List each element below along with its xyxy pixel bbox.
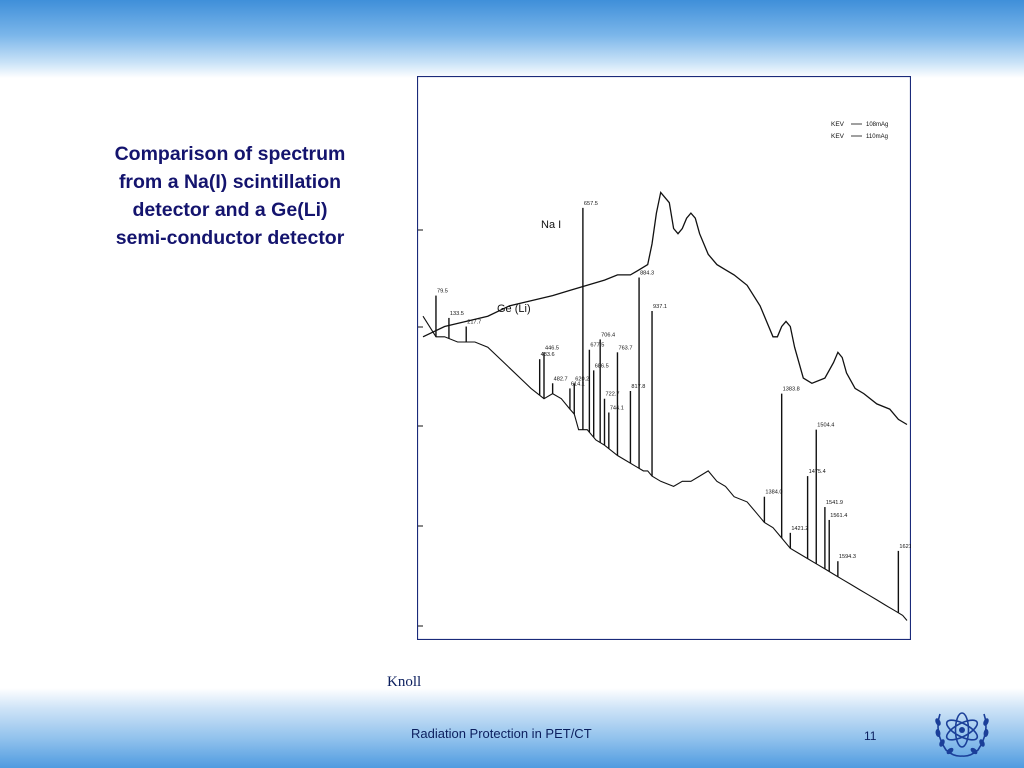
series-line (422, 315, 908, 621)
peak-label: 677.5 (590, 343, 604, 349)
peak-label: 620.2 (575, 376, 589, 382)
peak-label: 937.1 (653, 304, 667, 310)
chart-legend: KEV 108mAg KEV 110mAg (831, 121, 888, 140)
peak-label: 482.7 (554, 376, 568, 382)
peak-label: 1421.2 (791, 526, 808, 532)
figure-credit: Knoll (387, 674, 422, 690)
footer-text: Radiation Protection in PET/CT (411, 726, 592, 741)
peak-label: 722.7 (606, 392, 620, 398)
peak-label: 614.1 (571, 381, 585, 387)
figure-frame (417, 76, 911, 640)
title-line: Comparison of spectrum (114, 143, 346, 165)
peak-label: 1475.4 (809, 469, 826, 475)
series-layer (422, 190, 908, 621)
title-line: from a Na(I) scintillation (118, 171, 342, 193)
legend-target: 110mAg (866, 134, 888, 140)
peak-label: 446.5 (545, 345, 559, 351)
page-number: 11 (864, 729, 877, 743)
peak-label: 817.8 (631, 384, 645, 390)
peak-label: 706.4 (601, 332, 615, 338)
iaea-atom-laurel-icon (935, 712, 989, 757)
legend-target: 108mAg (866, 122, 888, 128)
bottom-footer-band (0, 688, 1024, 768)
peak-label: 1384.0 (765, 490, 782, 496)
peak-label: 217.7 (467, 320, 481, 326)
peak-label: 1621.2 (899, 544, 911, 550)
title-line: detector and a Ge(Li) (132, 199, 328, 221)
series-label-geli: Ge (Li) (497, 303, 531, 315)
peak-label: 79.5 (437, 289, 448, 295)
peak-label: 133.5 (450, 311, 464, 317)
peak-label: 744.1 (610, 405, 624, 411)
series-label-nai: Na I (541, 219, 561, 231)
peak-label: 657.5 (584, 201, 598, 207)
peak-label: 763.7 (618, 345, 632, 351)
peak-label: 1383.8 (783, 387, 800, 393)
peak-layer (435, 207, 900, 613)
top-header-band (0, 0, 1024, 78)
series-line (422, 190, 908, 426)
peak-label: 433.6 (541, 352, 555, 358)
peak-label: 1541.9 (826, 500, 843, 506)
peak-label: 1594.3 (839, 554, 856, 560)
title-line: semi-conductor detector (115, 227, 345, 249)
legend-label: KEV (831, 121, 845, 128)
peak-label: 1504.4 (817, 423, 834, 429)
legend-label: KEV (831, 133, 845, 140)
slide-title: Comparison of spectrum from a Na(I) scin… (85, 140, 375, 252)
y-axis-ticks (418, 229, 423, 627)
peak-label: 884.3 (640, 271, 654, 277)
peak-label: 1561.4 (830, 513, 847, 519)
peak-label: 686.5 (595, 363, 609, 369)
